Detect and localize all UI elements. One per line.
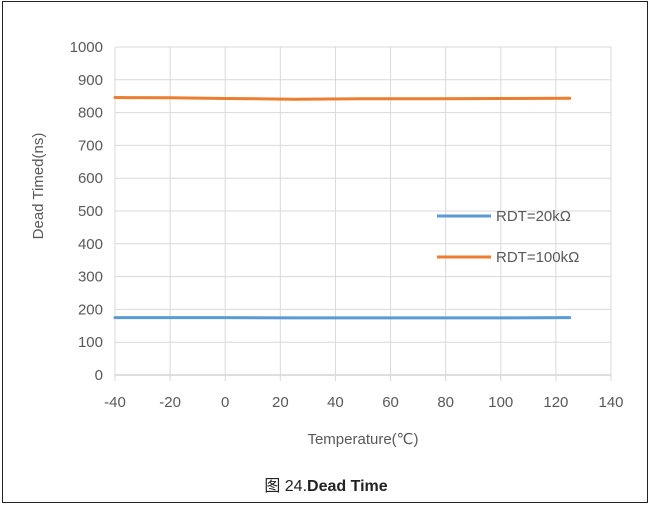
caption-prefix: 图 24. <box>264 478 308 495</box>
series-line-2 <box>113 96 572 101</box>
legend-label-1: RDT=20kΩ <box>496 208 571 225</box>
y-tick-label: 100 <box>78 334 103 351</box>
caption-text: Dead Time <box>307 478 388 495</box>
y-tick-label: 300 <box>78 269 103 286</box>
grid-lines <box>114 46 612 381</box>
legend: RDT=20kΩ RDT=100kΩ <box>437 208 579 266</box>
y-tick-label: 700 <box>78 137 103 154</box>
x-tick-label: -20 <box>159 394 181 411</box>
x-tick-label: -40 <box>104 394 126 411</box>
series-lines <box>113 96 572 320</box>
y-tick-label: 800 <box>78 105 103 122</box>
x-tick-label: 140 <box>598 394 623 411</box>
legend-label-2: RDT=100kΩ <box>496 249 579 266</box>
y-tick-label: 400 <box>78 236 103 253</box>
y-tick-label: 0 <box>95 367 103 384</box>
y-tick-label: 200 <box>78 301 103 318</box>
y-axis-title: Dead Timed(ns) <box>30 133 47 240</box>
y-tick-labels: 0 100 200 300 400 500 600 700 800 900 1000 <box>70 39 103 384</box>
x-tick-labels: -40 -20 0 20 40 60 80 100 120 140 <box>104 394 623 411</box>
x-tick-label: 0 <box>221 394 229 411</box>
y-tick-label: 500 <box>78 203 103 220</box>
y-tick-label: 900 <box>78 72 103 89</box>
x-tick-label: 20 <box>272 394 289 411</box>
y-tick-label: 600 <box>78 170 103 187</box>
y-tick-label: 1000 <box>70 39 103 56</box>
x-axis-title: Temperature(℃) <box>307 431 418 448</box>
x-tick-label: 100 <box>488 394 513 411</box>
x-tick-label: 120 <box>543 394 568 411</box>
x-tick-label: 40 <box>327 394 344 411</box>
x-tick-label: 60 <box>382 394 399 411</box>
figure-caption: 图 24.Dead Time <box>3 472 649 496</box>
x-tick-label: 80 <box>437 394 454 411</box>
